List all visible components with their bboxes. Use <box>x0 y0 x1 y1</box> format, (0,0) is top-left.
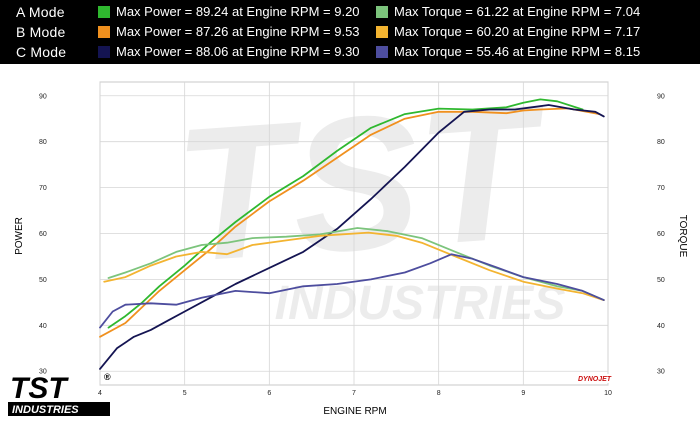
dynojet-logo: DYNOJET <box>576 374 612 383</box>
dyno-chart: TST INDUSTRIES 4 5 6 7 8 9 10 30 30 40 40 50 50 60 60 7… <box>0 64 700 438</box>
legend-power-text: Max Power = 87.26 at Engine RPM = 9.53 <box>116 24 360 39</box>
legend-torque-text: Max Torque = 55.46 at Engine RPM = 8.15 <box>394 44 641 59</box>
logo-registered-mark: ® <box>104 372 111 382</box>
x-tick-label: 10 <box>604 390 612 397</box>
legend-torque-swatch <box>376 6 388 18</box>
y-tick-label-left: 30 <box>39 369 47 376</box>
y-tick-label-right: 70 <box>657 185 665 192</box>
logo-top-text: TST <box>10 372 69 405</box>
series-line-c-mode-power <box>99 104 605 370</box>
legend-mode-label: B Mode <box>16 24 66 40</box>
y-tick-label-right: 80 <box>657 139 665 146</box>
legend-power-swatch <box>98 26 110 38</box>
logo-bottom-text: INDUSTRIES <box>12 404 79 416</box>
svg-text:TST: TST <box>169 65 556 302</box>
y-tick-label-left: 60 <box>39 231 47 238</box>
y-tick-label-right: 50 <box>657 277 665 284</box>
legend-row-a-mode: A Mode Max Power = 89.24 at Engine RPM =… <box>0 2 700 22</box>
y-tick-label-right: 60 <box>657 231 665 238</box>
y-tick-label-left: 40 <box>39 323 47 330</box>
legend-torque-swatch <box>376 26 388 38</box>
dynojet-badge <box>576 374 609 383</box>
x-tick-label: 9 <box>521 390 525 397</box>
x-tick-label: 6 <box>267 390 271 397</box>
x-tick-label: 5 <box>183 390 187 397</box>
legend-power-swatch <box>98 46 110 58</box>
legend-torque-text: Max Torque = 61.22 at Engine RPM = 7.04 <box>394 4 641 19</box>
dynojet-label: DYNOJET <box>578 376 612 383</box>
y-axis-right-title: TORQUE <box>677 215 688 258</box>
tst-industries-logo: TST ® INDUSTRIES <box>8 372 111 416</box>
series-line-c-mode-torque <box>99 253 605 329</box>
series-line-b-mode-power <box>99 107 601 338</box>
legend-power-text: Max Power = 89.24 at Engine RPM = 9.20 <box>116 4 360 19</box>
x-tick-label: 8 <box>437 390 441 397</box>
x-tick-label: 7 <box>352 390 356 397</box>
legend-torque-text: Max Torque = 60.20 at Engine RPM = 7.17 <box>394 24 641 39</box>
y-tick-label-right: 30 <box>657 369 665 376</box>
series-lines <box>99 98 605 370</box>
x-axis-title: ENGINE RPM <box>323 406 386 417</box>
y-tick-label-left: 70 <box>39 185 47 192</box>
y-tick-label-left: 50 <box>39 277 47 284</box>
series-line-a-mode-power <box>107 98 584 329</box>
legend-row-c-mode: C Mode Max Power = 88.06 at Engine RPM =… <box>0 42 700 62</box>
series-line-b-mode-torque <box>103 231 605 302</box>
y-axis-left-title: POWER <box>14 217 25 255</box>
y-tick-label-left: 80 <box>39 139 47 146</box>
legend-mode-label: C Mode <box>16 44 67 60</box>
logo-banner <box>8 402 110 416</box>
legend: A Mode Max Power = 89.24 at Engine RPM =… <box>0 0 700 64</box>
legend-power-text: Max Power = 88.06 at Engine RPM = 9.30 <box>116 44 360 59</box>
legend-row-b-mode: B Mode Max Power = 87.26 at Engine RPM =… <box>0 22 700 42</box>
legend-torque-swatch <box>376 46 388 58</box>
x-tick-label: 4 <box>98 390 102 397</box>
legend-power-swatch <box>98 6 110 18</box>
legend-mode-label: A Mode <box>16 4 65 20</box>
tick-labels: 4 5 6 7 8 9 10 30 30 40 40 50 50 60 60 70 70 80 80 90 90 <box>39 93 665 397</box>
y-tick-label-right: 90 <box>657 93 665 100</box>
y-tick-label-right: 40 <box>657 323 665 330</box>
watermark-logo: TST INDUSTRIES <box>169 65 565 330</box>
y-tick-label-left: 90 <box>39 93 47 100</box>
